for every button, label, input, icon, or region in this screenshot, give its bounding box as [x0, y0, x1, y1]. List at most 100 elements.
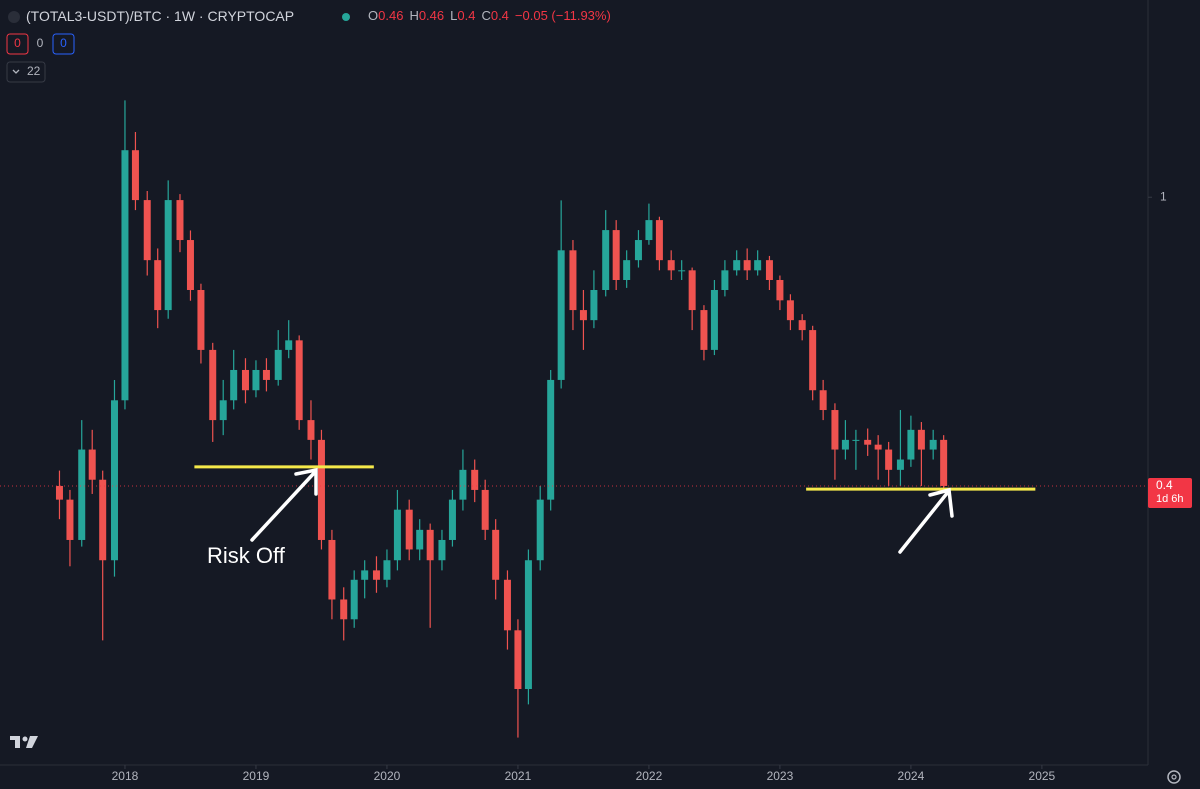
- candle-body: [252, 369, 260, 391]
- candle-body: [55, 485, 63, 500]
- candle-body: [143, 200, 151, 261]
- change: −0.05 (−11.93%): [515, 8, 611, 23]
- candle-body: [350, 579, 358, 620]
- candle-body: [940, 439, 948, 486]
- candle-body: [743, 260, 751, 271]
- ohlc-key: L: [450, 8, 457, 23]
- candle-body: [492, 529, 500, 580]
- settings-icon[interactable]: [1167, 770, 1181, 784]
- candle-body: [678, 270, 686, 272]
- candle-body: [688, 270, 696, 311]
- candle-body: [765, 260, 773, 281]
- candle-body: [514, 630, 522, 690]
- badge-text: 0: [60, 36, 67, 50]
- candle-body: [786, 300, 794, 321]
- ohlc-value: 0.46: [378, 8, 403, 23]
- candle-body: [285, 340, 293, 350]
- candle-body: [776, 280, 784, 301]
- indicator-count: 22: [27, 64, 41, 78]
- x-tick-label: 2021: [505, 769, 532, 783]
- candle-body: [186, 240, 194, 290]
- candle-body: [602, 230, 610, 290]
- plot: 1 2018 2019 2020 2021 2022 2023 2024 2025 0.41d 6…: [0, 100, 1192, 783]
- tv-logo: [10, 736, 38, 748]
- candle-body: [929, 439, 937, 450]
- badge[interactable]: [52, 33, 75, 55]
- x-tick-label: 2020: [374, 769, 401, 783]
- candle-body: [416, 529, 424, 550]
- candle-body: [852, 439, 860, 441]
- symbol: (TOTAL3-USDT)/BTC · 1W · CRYPTOCAP: [26, 8, 294, 24]
- logo-part: [22, 736, 28, 742]
- ohlc-value: 0.4: [457, 8, 475, 23]
- arrows: [250, 467, 954, 554]
- price-tag: [1148, 477, 1192, 508]
- candle-body: [383, 560, 391, 580]
- candle-body: [110, 400, 118, 561]
- candle-body: [340, 599, 348, 620]
- candle-body: [524, 560, 532, 690]
- x-tick-label: 2024: [898, 769, 925, 783]
- indicator-toggle[interactable]: [6, 61, 46, 83]
- candle-body: [262, 369, 270, 380]
- candle-body: [295, 340, 303, 421]
- gear-center: [1171, 774, 1177, 780]
- candle-body: [655, 220, 663, 261]
- candle-body: [176, 200, 184, 241]
- candle-body: [590, 289, 598, 321]
- candle-body: [557, 250, 565, 380]
- x-tick-label: 2022: [636, 769, 663, 783]
- candle-body: [209, 349, 217, 421]
- badge-text: 0: [14, 36, 21, 50]
- x-tick-label: 2025: [1029, 769, 1056, 783]
- candle-body: [230, 369, 238, 401]
- candle-body: [612, 230, 620, 281]
- candle-body: [536, 499, 544, 561]
- candle-body: [754, 260, 762, 271]
- candle-body: [405, 509, 413, 550]
- candle-body: [481, 489, 489, 530]
- candle-body: [623, 260, 631, 281]
- candle-body: [733, 260, 741, 271]
- ohlc-key: O: [368, 8, 378, 23]
- arrow: [250, 467, 318, 542]
- candle-body: [547, 379, 555, 500]
- badge: [6, 33, 29, 55]
- header: (TOTAL3-USDT)/BTC · 1W · CRYPTOCAP: [26, 8, 294, 24]
- candle-body: [634, 240, 642, 261]
- candle-body: [819, 390, 827, 411]
- candle-body: [241, 369, 249, 391]
- x-tick-label: 2018: [112, 769, 139, 783]
- candle-body: [448, 499, 456, 540]
- candle-body: [700, 310, 708, 350]
- badge-text: 0: [37, 36, 44, 50]
- candle-body: [164, 200, 172, 311]
- candle-body: [88, 449, 96, 480]
- candle-body: [274, 349, 282, 380]
- candle-body: [372, 570, 380, 580]
- candle-body: [579, 310, 587, 321]
- candle-body: [426, 529, 434, 561]
- candle-body: [809, 330, 817, 391]
- candle-body: [459, 469, 467, 500]
- candle-body: [831, 410, 839, 450]
- ohlc-key: C: [481, 8, 490, 23]
- candle-body: [798, 320, 806, 331]
- candle-body: [121, 150, 129, 401]
- candle-body: [361, 570, 369, 580]
- candle-body: [667, 260, 675, 271]
- candle-body: [219, 400, 227, 421]
- candle-body: [645, 220, 653, 241]
- logo-part: [26, 736, 38, 748]
- price-tag-countdown: 1d 6h: [1156, 493, 1184, 505]
- candle-body: [328, 539, 336, 600]
- candle-body: [896, 459, 904, 470]
- gear[interactable]: [1167, 770, 1181, 784]
- candle-body: [78, 449, 86, 540]
- candle-body: [569, 250, 577, 311]
- candle-body: [317, 439, 325, 540]
- ohlc-value: 0.4: [491, 8, 509, 23]
- ohlc-legend: O0.46 H0.46 L0.4 C0.4 −0.05 (−11.93%): [368, 8, 611, 23]
